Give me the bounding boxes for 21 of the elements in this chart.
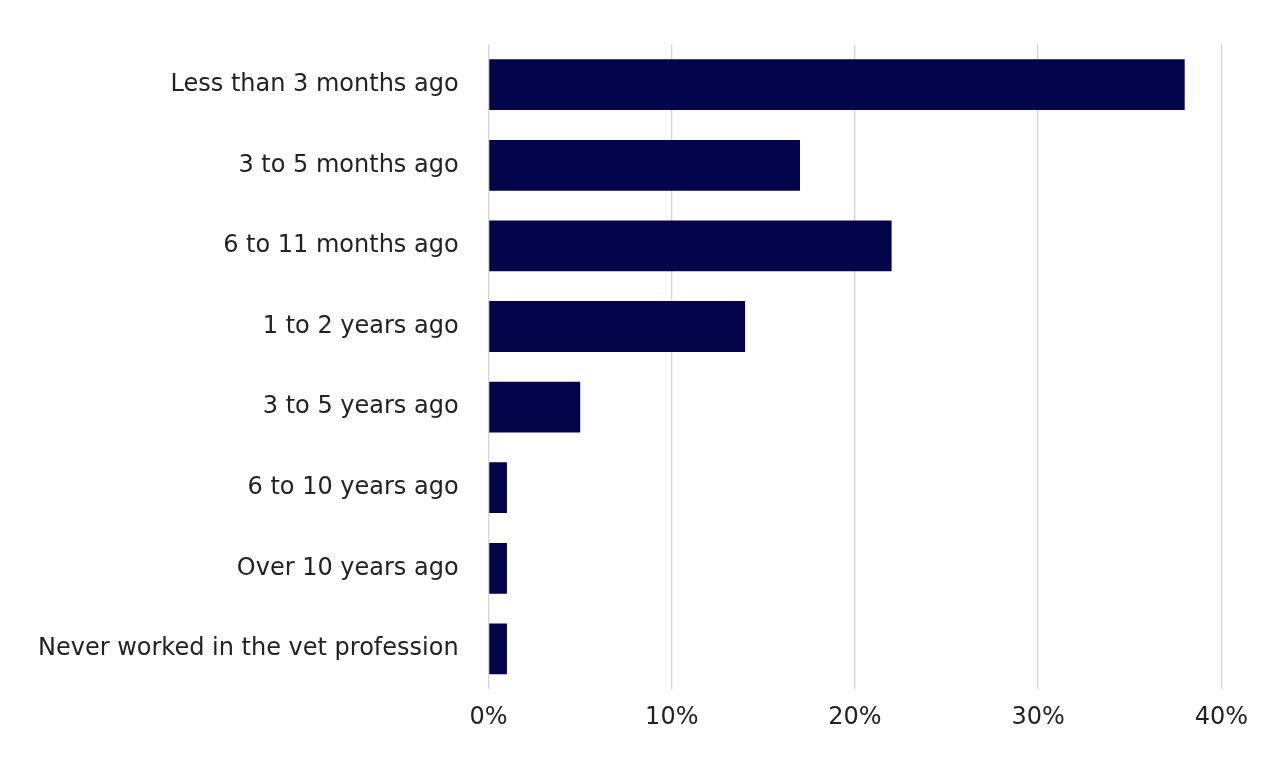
x-tick-label: 10% [645, 701, 699, 730]
y-tick-label: Over 10 years ago [236, 552, 459, 581]
bar [489, 139, 801, 191]
y-tick-label: Never worked in the vet profession [38, 633, 459, 662]
bar [489, 381, 581, 433]
x-tick-label: 20% [828, 701, 882, 730]
bar [489, 301, 746, 352]
bar [489, 542, 507, 594]
bar [489, 59, 1185, 111]
y-tick-label: 6 to 10 years ago [247, 471, 459, 500]
bar [489, 623, 507, 675]
x-tick-label: 0% [469, 701, 508, 730]
y-tick-label: 3 to 5 months ago [238, 149, 459, 178]
y-tick-label: 1 to 2 years ago [262, 310, 459, 339]
bar [489, 220, 892, 272]
x-tick-label: 30% [1011, 701, 1065, 730]
bar [489, 462, 507, 514]
y-tick-label: 3 to 5 years ago [262, 391, 459, 420]
y-tick-label: Less than 3 months ago [170, 68, 459, 97]
x-tick-label: 40% [1194, 701, 1248, 730]
y-tick-label: 6 to 11 months ago [223, 230, 459, 259]
